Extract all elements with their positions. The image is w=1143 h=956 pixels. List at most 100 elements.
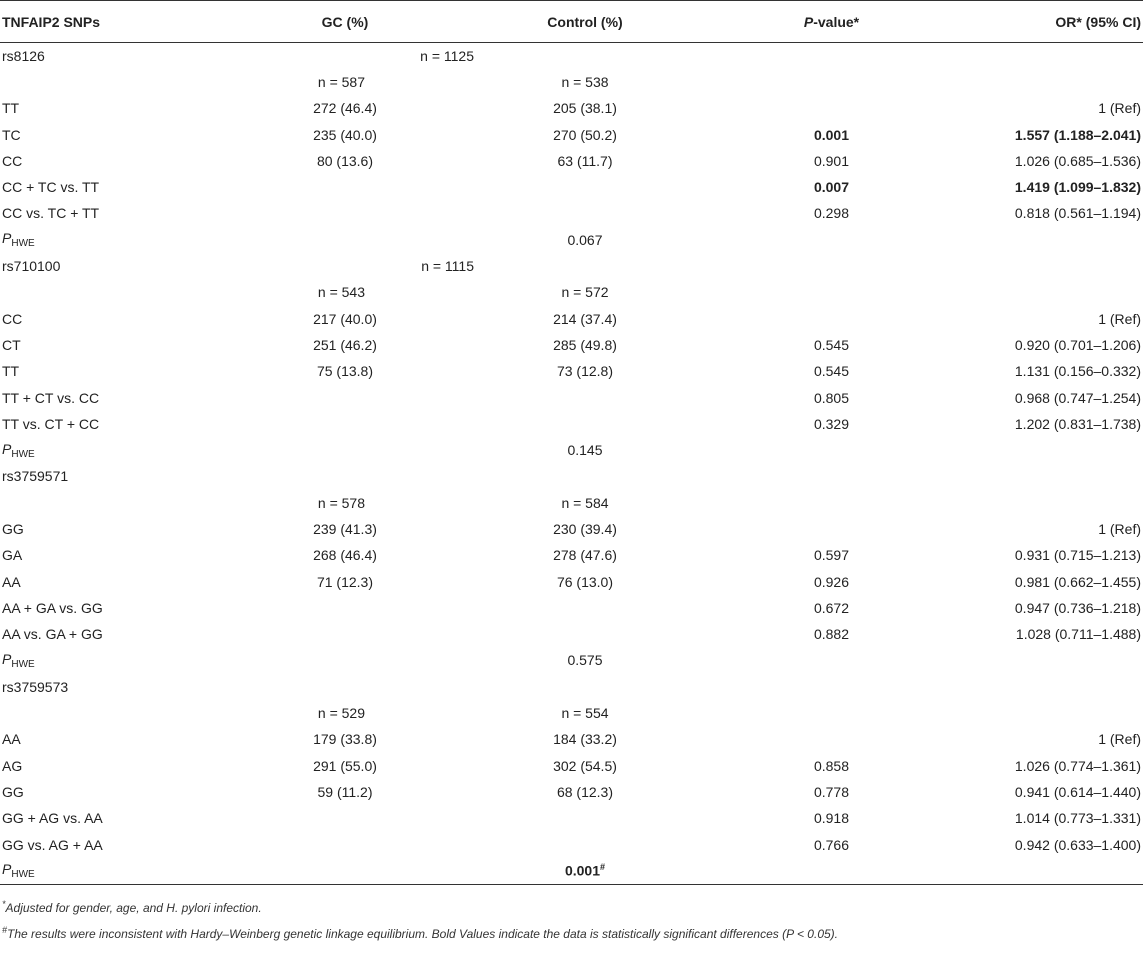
cell-col4: 1 (Ref): [953, 95, 1143, 121]
cell-col4: 1.131 (0.156–0.332): [953, 358, 1143, 384]
cell-col2: [460, 411, 710, 437]
cell-col2: 73 (12.8): [460, 358, 710, 384]
header-gc: GC (%): [321, 13, 369, 30]
cell-col1: 71 (12.3): [230, 568, 460, 594]
cell-col1: 239 (41.3): [230, 516, 460, 542]
table-row: PHWE 0.145: [0, 437, 1143, 463]
cell-col4: [953, 253, 1143, 279]
cell-value: n = 554: [561, 705, 609, 722]
cell-col4: 0.942 (0.633–1.400): [953, 831, 1143, 857]
row-label: CC: [2, 310, 23, 327]
cell-value: 251 (46.2): [313, 336, 377, 353]
row-label: P: [2, 440, 12, 457]
cell-value: 184 (33.2): [553, 731, 617, 748]
cell-col4: [953, 858, 1143, 884]
cell-value: 0.931 (0.715–1.213): [1014, 547, 1141, 564]
table-row: CC 217 (40.0) 214 (37.4) 1 (Ref): [0, 305, 1143, 331]
cell-value: 0.766: [813, 836, 850, 853]
row-label: CC: [2, 152, 23, 169]
cell-col0: GG + AG vs. AA: [0, 805, 230, 831]
table-body: rs8126 n = 1125 n = 587 n = 538 TT 272 (46.4)…: [0, 43, 1143, 884]
cell-col1: 291 (55.0): [230, 753, 460, 779]
cell-col3: 0.918: [710, 805, 953, 831]
cell-col1: [230, 831, 460, 857]
cell-col4: 1 (Ref): [953, 516, 1143, 542]
cell-col0: GG vs. AG + AA: [0, 831, 230, 857]
cell-col3: [710, 253, 953, 279]
cell-col0: [0, 700, 230, 726]
cell-value: 285 (49.8): [553, 336, 617, 353]
row-label: GG: [2, 520, 24, 537]
cell-value: 214 (37.4): [553, 310, 617, 327]
row-label: AA vs. GA + GG: [2, 626, 103, 643]
cell-col1: [230, 621, 460, 647]
cell-col2: 63 (11.7): [460, 148, 710, 174]
cell-col3: 0.001: [710, 121, 953, 147]
header-control: Control (%): [547, 13, 623, 30]
cell-value: 71 (12.3): [316, 573, 374, 590]
cell-col3: [710, 43, 953, 69]
cell-col0: AG: [0, 753, 230, 779]
cell-value: 302 (54.5): [553, 757, 617, 774]
table-row: GG vs. AG + AA 0.766 0.942 (0.633–1.400): [0, 831, 1143, 857]
footnote-mark-star: *: [2, 899, 6, 909]
cell-col3: 0.805: [710, 384, 953, 410]
cell-value: 0.597: [813, 547, 850, 564]
table-row: PHWE 0.001#: [0, 858, 1143, 884]
cell-value: n = 578: [317, 494, 365, 511]
cell-col0: [0, 69, 230, 95]
cell-value: 0.858: [813, 757, 850, 774]
cell-col4: [953, 700, 1143, 726]
table-row: n = 529 n = 554: [0, 700, 1143, 726]
cell-col0: CC vs. TC + TT: [0, 200, 230, 226]
cell-col3: [710, 647, 953, 673]
row-label: rs3759573: [2, 678, 69, 695]
cell-col1: [230, 200, 460, 226]
cell-col1: [230, 674, 460, 700]
cell-col0: CC + TC vs. TT: [0, 174, 230, 200]
row-label: rs710100: [2, 258, 61, 275]
cell-col1: 235 (40.0): [230, 121, 460, 147]
cell-col0: GG: [0, 516, 230, 542]
table-row: AA + GA vs. GG 0.672 0.947 (0.736–1.218): [0, 595, 1143, 621]
row-label: TT vs. CT + CC: [2, 415, 100, 432]
cell-col4: 0.920 (0.701–1.206): [953, 332, 1143, 358]
snp-association-table: TNFAIP2 SNPs GC (%) Control (%) P-value*…: [0, 0, 1143, 884]
cell-value: 80 (13.6): [316, 152, 374, 169]
table-row: rs3759573: [0, 674, 1143, 700]
cell-value: 0.545: [813, 363, 850, 380]
cell-col2: 0.001#: [460, 858, 710, 884]
cell-col2: n = 554: [460, 700, 710, 726]
cell-col0: PHWE: [0, 227, 230, 253]
table-row: TT 272 (46.4) 205 (38.1) 1 (Ref): [0, 95, 1143, 121]
cell-col4: [953, 69, 1143, 95]
cell-col4: [953, 463, 1143, 489]
cell-col3: 0.926: [710, 568, 953, 594]
cell-value: 1 (Ref): [1098, 520, 1141, 537]
table-row: AA 71 (12.3) 76 (13.0) 0.926 0.981 (0.662–1.…: [0, 568, 1143, 594]
cell-col2: [460, 43, 710, 69]
cell-col3: 0.329: [710, 411, 953, 437]
cell-col2: n = 584: [460, 490, 710, 516]
cell-col4: 1 (Ref): [953, 726, 1143, 752]
row-label: TT: [2, 100, 20, 117]
cell-value: 76 (13.0): [556, 573, 614, 590]
table-row: rs710100 n = 1115: [0, 253, 1143, 279]
cell-col2: [460, 805, 710, 831]
cell-value: 0.805: [813, 389, 850, 406]
cell-col3: 0.766: [710, 831, 953, 857]
cell-col2: 285 (49.8): [460, 332, 710, 358]
cell-value: 0.298: [813, 205, 850, 222]
cell-col4: [953, 279, 1143, 305]
cell-col3: 0.597: [710, 542, 953, 568]
row-label: P: [2, 861, 12, 878]
cell-col2: [460, 174, 710, 200]
cell-col4: 0.941 (0.614–1.440): [953, 779, 1143, 805]
footnote-hwe: #The results were inconsistent with Hard…: [2, 925, 838, 941]
row-label-subscript: HWE: [11, 658, 35, 670]
cell-col2: [460, 384, 710, 410]
cell-value: 0.941 (0.614–1.440): [1014, 783, 1141, 800]
cell-col3: [710, 305, 953, 331]
cell-col1: [230, 595, 460, 621]
